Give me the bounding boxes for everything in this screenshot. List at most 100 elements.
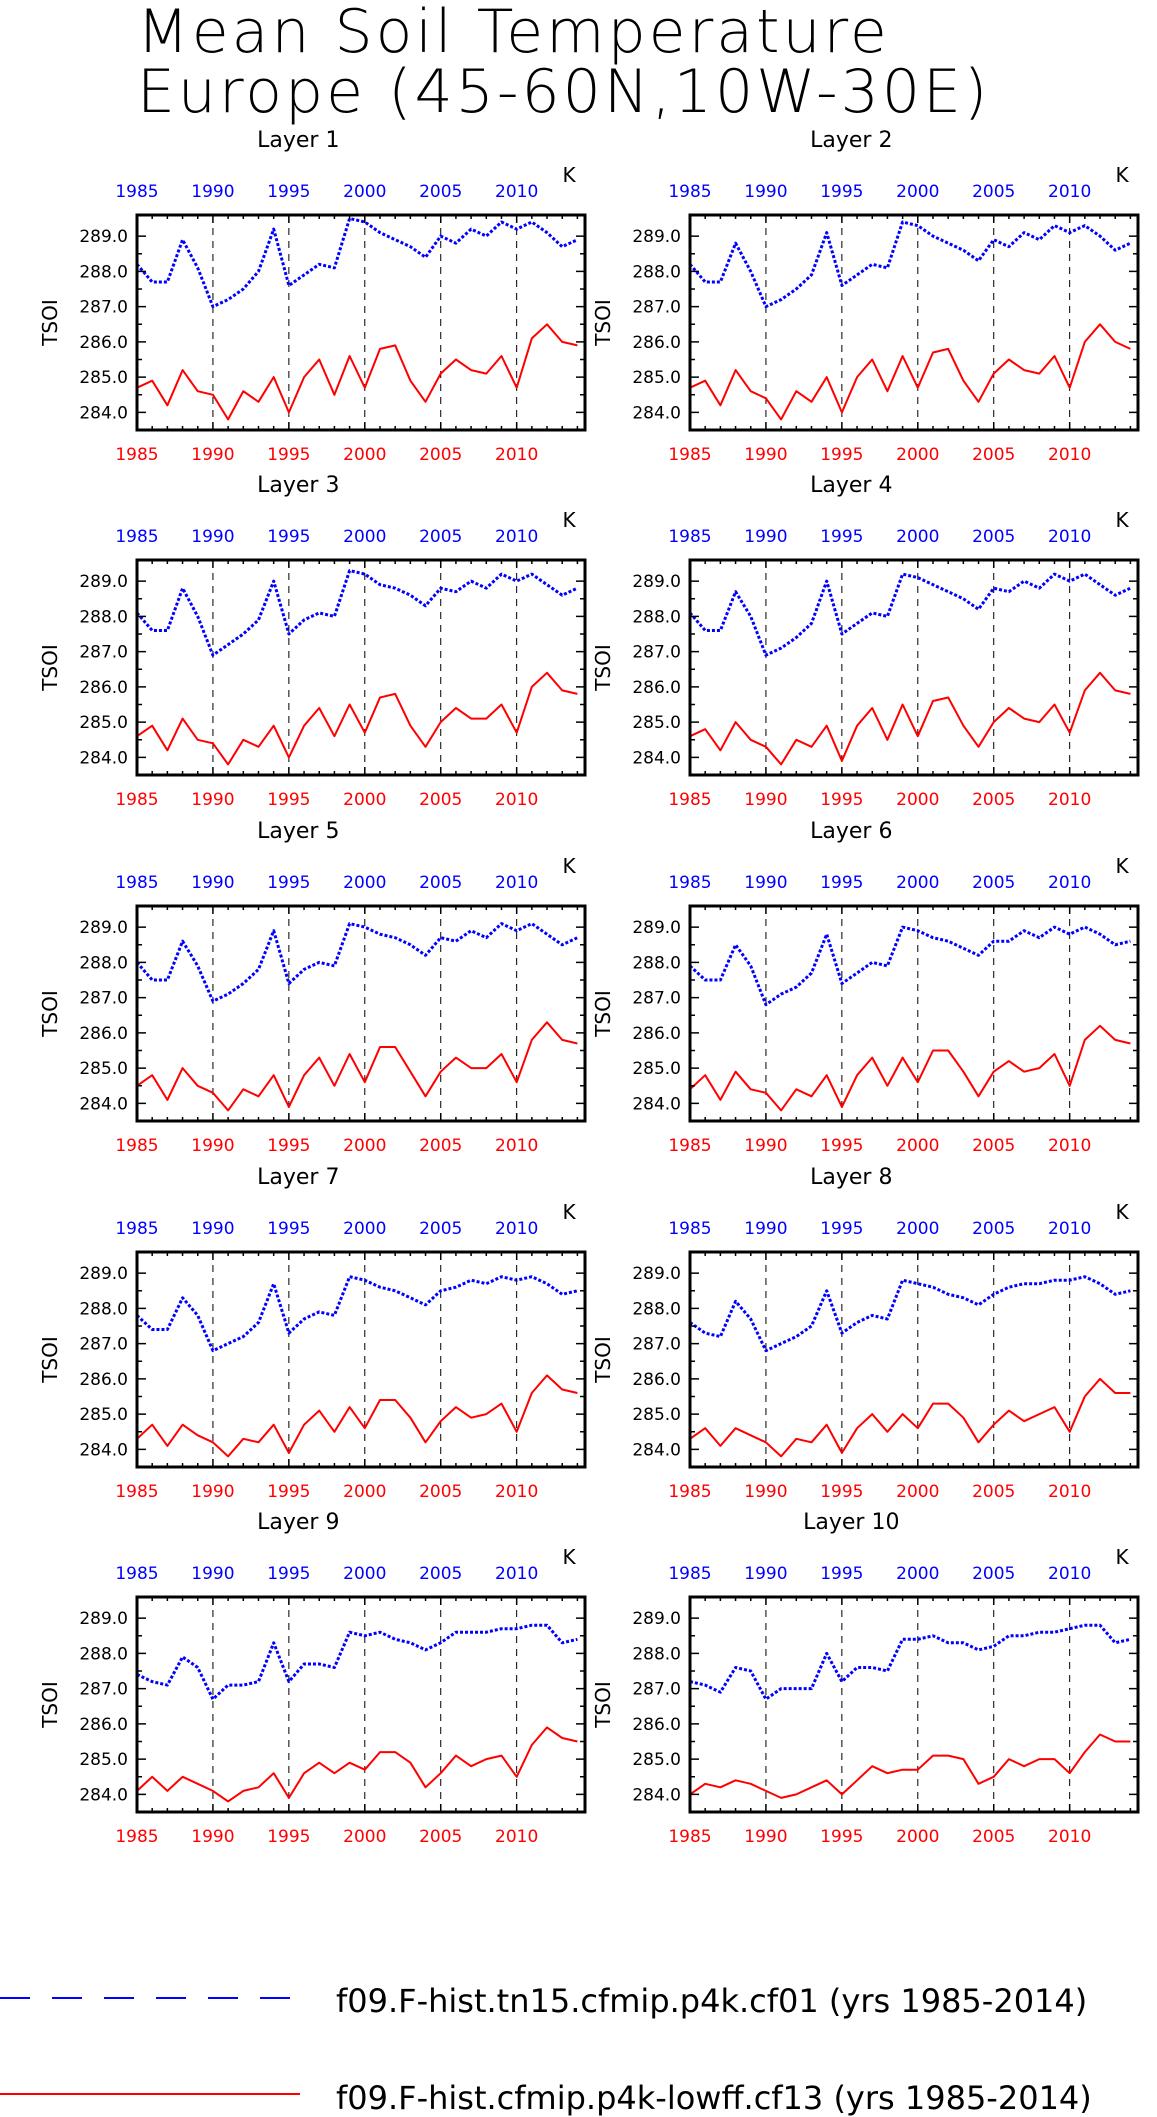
panel-5-x-tick-label-bottom: 1995 xyxy=(267,1136,310,1156)
panel-8-x-tick-label-top: 2005 xyxy=(972,1219,1015,1239)
panel-1-x-tick-label-top: 2005 xyxy=(419,182,462,202)
panel-1-units-label: K xyxy=(562,163,576,187)
panel-9-x-tick-label-top: 1985 xyxy=(115,1564,158,1584)
panel-7-x-tick-label-top: 1995 xyxy=(267,1219,310,1239)
panel-10-plot-frame xyxy=(688,1595,1140,1814)
panel-5-y-tick-label: 285.0 xyxy=(79,1059,128,1079)
panel-1-x-tick-label-bottom: 1990 xyxy=(191,445,234,465)
panel-4-x-tick-label-top: 1985 xyxy=(668,527,711,547)
panel-5-units-label: K xyxy=(562,854,576,878)
panel-10-y-tick-label: 284.0 xyxy=(632,1785,681,1805)
panel-8-y-tick-label: 286.0 xyxy=(632,1370,681,1390)
panel-9-x-tick-label-top: 2000 xyxy=(343,1564,386,1584)
panel-6-x-tick-label-top: 2010 xyxy=(1048,873,1091,893)
panel-4-y-tick-label: 288.0 xyxy=(632,607,681,627)
panel-3-y-tick-label: 287.0 xyxy=(79,643,128,663)
panel-8-x-tick-label-bottom: 2005 xyxy=(972,1482,1015,1502)
panel-2-y-tick-label: 284.0 xyxy=(632,403,681,423)
panel-2-plot-frame xyxy=(688,213,1140,432)
panel-1-y-tick-label: 289.0 xyxy=(79,227,128,247)
panel-7-x-tick-label-bottom: 1995 xyxy=(267,1482,310,1502)
chart-title-line-1: Mean Soil Temperature xyxy=(137,0,890,67)
panel-4-y-tick-label: 286.0 xyxy=(632,678,681,698)
panel-1-y-tick-label: 284.0 xyxy=(79,403,128,423)
panel-9-y-tick-label: 287.0 xyxy=(79,1680,128,1700)
panel-6-x-tick-label-bottom: 1985 xyxy=(668,1136,711,1156)
panel-6-x-tick-label-top: 1995 xyxy=(820,873,863,893)
panel-3-x-tick-label-top: 1985 xyxy=(115,527,158,547)
panel-4-y-tick-label: 289.0 xyxy=(632,572,681,592)
panel-9-y-tick-label: 289.0 xyxy=(79,1609,128,1629)
panel-10-x-tick-label-top: 2010 xyxy=(1048,1564,1091,1584)
panel-7-x-tick-label-top: 2005 xyxy=(419,1219,462,1239)
panel-6-y-axis-label: TSOI xyxy=(591,990,615,1038)
panel-8-series-red-line xyxy=(689,1377,1131,1458)
panel-10-series-red-line xyxy=(689,1733,1131,1799)
panel-5-x-tick-label-top: 2005 xyxy=(419,873,462,893)
panel-4-plot-frame xyxy=(688,558,1140,777)
panel-2-x-tick-label-top: 1985 xyxy=(668,182,711,202)
panel-8-x-tick-label-bottom: 1995 xyxy=(820,1482,863,1502)
panel-6-x-tick-label-bottom: 2010 xyxy=(1048,1136,1091,1156)
panel-4-units-label: K xyxy=(1115,508,1129,532)
panel-8-x-tick-label-bottom: 2010 xyxy=(1048,1482,1091,1502)
panel-9-x-tick-label-bottom: 2005 xyxy=(419,1827,462,1847)
panel-2-units-label: K xyxy=(1115,163,1129,187)
panel-10-title: Layer 10 xyxy=(803,1510,899,1535)
panel-7-plot-frame xyxy=(135,1250,587,1469)
panel-6-series-blue-line xyxy=(688,925,1131,1007)
chart-title-line-2: Europe (45-60N,10W-30E) xyxy=(137,57,991,127)
panel-7-title: Layer 7 xyxy=(257,1165,339,1190)
panel-7-y-tick-label: 285.0 xyxy=(79,1405,128,1425)
panel-8-y-tick-label: 287.0 xyxy=(632,1335,681,1355)
panel-7-series-blue-line xyxy=(135,1275,578,1353)
panel-4-x-tick-label-top: 2005 xyxy=(972,527,1015,547)
panel-2-x-tick-label-top: 1995 xyxy=(820,182,863,202)
panel-2-x-tick-label-top: 2000 xyxy=(896,182,939,202)
panel-5-x-tick-label-top: 1985 xyxy=(115,873,158,893)
panel-6-x-tick-label-top: 1985 xyxy=(668,873,711,893)
panel-8-x-tick-label-top: 1995 xyxy=(820,1219,863,1239)
panel-9-x-tick-label-top: 1990 xyxy=(191,1564,234,1584)
panel-10-x-tick-label-top: 2000 xyxy=(896,1564,939,1584)
panel-1-series-red-line xyxy=(136,323,578,421)
panel-1-x-tick-label-bottom: 2000 xyxy=(343,445,386,465)
panel-6-series-red-line xyxy=(689,1024,1131,1112)
panel-5-x-tick-label-top: 2000 xyxy=(343,873,386,893)
panel-8-series-blue-line xyxy=(689,1275,1131,1353)
panel-4-x-tick-label-top: 1995 xyxy=(820,527,863,547)
panel-1-plot-frame xyxy=(135,213,587,432)
panel-6-y-tick-label: 286.0 xyxy=(632,1024,681,1044)
panel-8-x-tick-label-bottom: 1990 xyxy=(744,1482,787,1502)
panel-8-plot-frame xyxy=(688,1250,1140,1469)
panel-6-x-tick-label-bottom: 1990 xyxy=(744,1136,787,1156)
panel-4-y-tick-label: 285.0 xyxy=(632,713,681,733)
panel-9-x-tick-label-bottom: 2010 xyxy=(495,1827,538,1847)
panel-5-y-tick-label: 286.0 xyxy=(79,1024,128,1044)
panel-9-y-tick-label: 284.0 xyxy=(79,1785,128,1805)
panel-6-y-tick-label: 288.0 xyxy=(632,953,681,973)
panel-4-y-tick-label: 284.0 xyxy=(632,748,681,768)
panel-5-y-tick-label: 289.0 xyxy=(79,918,128,938)
panel-10-x-tick-label-bottom: 1990 xyxy=(744,1827,787,1847)
panel-1-x-tick-label-top: 1985 xyxy=(115,182,158,202)
panel-10-x-tick-label-bottom: 2000 xyxy=(896,1827,939,1847)
panel-7-x-tick-label-bottom: 2005 xyxy=(419,1482,462,1502)
panel-9-x-tick-label-bottom: 1990 xyxy=(191,1827,234,1847)
legend-label-series-blue: f09.F-hist.tn15.cfmip.p4k.cf01 (yrs 1985… xyxy=(336,1982,1088,2020)
panel-5-x-tick-label-top: 1995 xyxy=(267,873,310,893)
panel-6-y-tick-label: 289.0 xyxy=(632,918,681,938)
panel-4-series-blue-line xyxy=(688,572,1132,657)
panel-4-x-tick-label-bottom: 2000 xyxy=(896,790,939,810)
panel-9-x-tick-label-top: 2005 xyxy=(419,1564,462,1584)
panel-2-x-tick-label-bottom: 1995 xyxy=(820,445,863,465)
panel-10-x-tick-label-top: 1995 xyxy=(820,1564,863,1584)
panel-9-y-tick-label: 286.0 xyxy=(79,1715,128,1735)
panel-10-x-tick-label-bottom: 1985 xyxy=(668,1827,711,1847)
panel-9-series-red-line xyxy=(136,1726,578,1803)
panel-2-y-tick-label: 288.0 xyxy=(632,262,681,282)
panel-7-x-tick-label-bottom: 1990 xyxy=(191,1482,234,1502)
panel-5-x-tick-label-bottom: 1990 xyxy=(191,1136,234,1156)
panel-9-series-blue-line xyxy=(136,1623,578,1701)
